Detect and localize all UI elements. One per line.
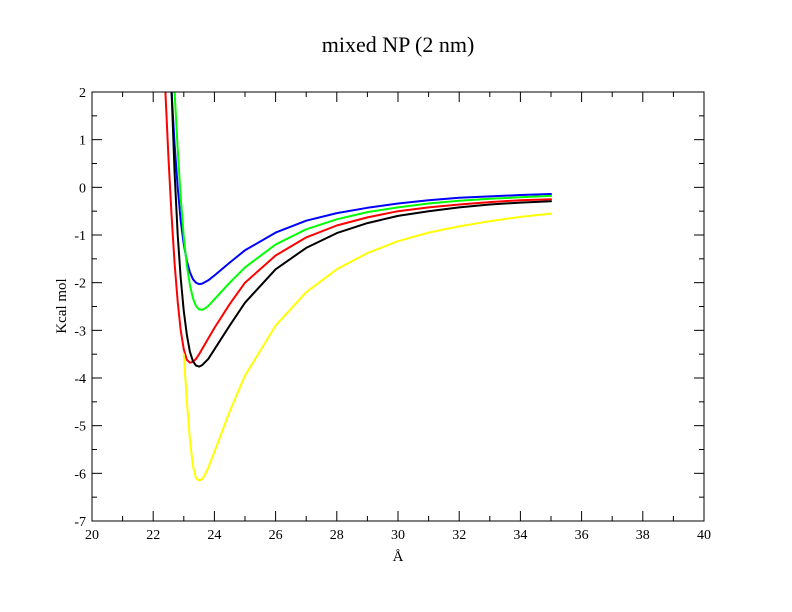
y-tick-label: -2 bbox=[74, 277, 86, 292]
plot-frame bbox=[91, 91, 705, 522]
y-tick-label: -7 bbox=[74, 515, 86, 530]
x-tick-label: 26 bbox=[269, 528, 283, 543]
y-tick-label: -4 bbox=[74, 372, 86, 387]
x-tick-label: 24 bbox=[207, 528, 221, 543]
x-tick-label: 30 bbox=[391, 528, 405, 543]
series-line-4 bbox=[170, 92, 552, 368]
series-line-2 bbox=[173, 92, 552, 311]
x-tick-label: 34 bbox=[513, 528, 527, 543]
x-axis-label: Å bbox=[393, 549, 404, 565]
y-tick-label: -6 bbox=[74, 467, 86, 482]
series-line-5 bbox=[182, 212, 552, 482]
x-tick-label: 20 bbox=[85, 528, 99, 543]
x-tick-label: 32 bbox=[452, 528, 466, 543]
y-tick-label: 1 bbox=[79, 134, 86, 149]
series-line-3 bbox=[164, 92, 552, 364]
y-tick-label: 2 bbox=[79, 86, 86, 101]
y-tick-label: -3 bbox=[74, 324, 86, 339]
y-tick-label: 0 bbox=[79, 181, 86, 196]
x-tick-label: 38 bbox=[636, 528, 650, 543]
chart-title: mixed NP (2 nm) bbox=[322, 32, 475, 57]
y-tick-label: -5 bbox=[74, 420, 86, 435]
plot-lines bbox=[164, 92, 552, 482]
x-tick-label: 22 bbox=[146, 528, 160, 543]
x-tick-label: 40 bbox=[697, 528, 711, 543]
y-tick-label: -1 bbox=[74, 229, 86, 244]
x-tick-label: 28 bbox=[330, 528, 344, 543]
axis-ticks: 20 22 24 26 28 30 32 34 36 38 40 2 1 0 -1 -2 -3 -4 -5 -6 -7 bbox=[74, 86, 711, 543]
y-axis-label: Kcal mol bbox=[54, 278, 70, 333]
x-tick-label: 36 bbox=[575, 528, 589, 543]
